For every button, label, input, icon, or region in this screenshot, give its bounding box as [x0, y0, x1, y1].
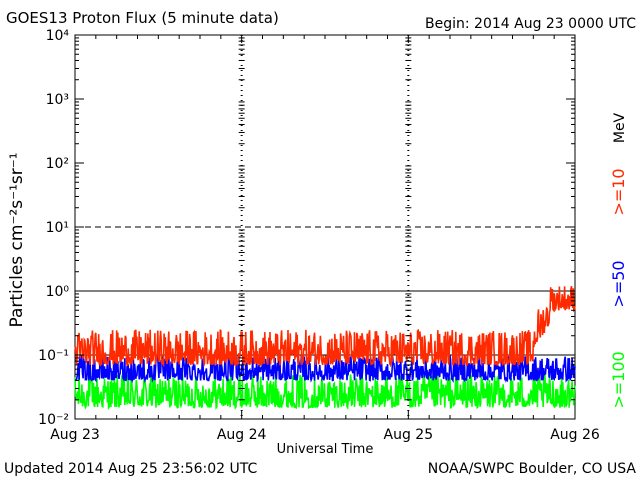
series-ge10-line: [74, 285, 576, 368]
y-tick-label: 10⁴: [46, 28, 70, 44]
y-axis-ticks: 10⁻² 10⁻¹ 10⁰ 10¹ 10² 10³ 10⁴: [38, 28, 575, 428]
x-tick-label: Aug 26: [550, 427, 600, 443]
series-ge50-line: [74, 353, 576, 384]
legend: >=10 >=50 >=100: [609, 168, 628, 408]
y-tick-label: 10²: [46, 156, 69, 172]
unit-label: MeV: [612, 112, 628, 143]
legend-label: >=50: [609, 260, 628, 307]
y-tick-label: 10⁻¹: [38, 348, 69, 364]
y-tick-label: 10¹: [46, 220, 69, 236]
x-tick-label: Aug 23: [50, 427, 100, 443]
legend-label: >=10: [609, 168, 628, 215]
y-tick-label: 10⁰: [46, 284, 70, 300]
legend-label: >=100: [609, 351, 628, 408]
x-tick-label: Aug 25: [384, 427, 434, 443]
data-series: [74, 285, 576, 410]
y-tick-label: 10³: [46, 92, 69, 108]
chart-title: GOES13 Proton Flux (5 minute data): [6, 9, 279, 27]
y-tick-label: 10⁻²: [38, 412, 69, 428]
updated-time: Updated 2014 Aug 25 23:56:02 UTC: [4, 461, 257, 477]
x-axis-ticks: Aug 23 Aug 24 Aug 25 Aug 26: [50, 35, 600, 443]
series-ge100-line: [74, 373, 576, 410]
credit: NOAA/SWPC Boulder, CO USA: [428, 461, 637, 477]
x-tick-label: Aug 24: [217, 427, 267, 443]
y-axis-label: Particles cm⁻²s⁻¹sr⁻¹: [7, 152, 27, 327]
x-axis-label: Universal Time: [277, 442, 374, 457]
begin-time: Begin: 2014 Aug 23 0000 UTC: [425, 16, 636, 32]
